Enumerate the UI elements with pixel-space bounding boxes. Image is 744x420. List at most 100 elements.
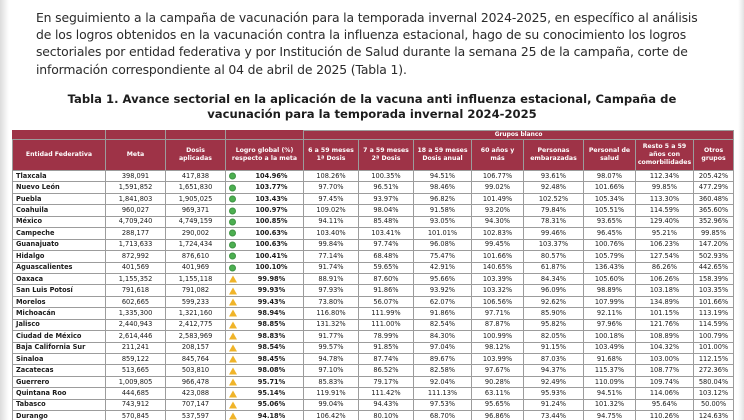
col-otros-grupos[interactable]: Otros grupos — [692, 139, 735, 172]
table-row[interactable]: Quintana Roo 444,685 423,088 95.14% 119.91% 1… — [12, 387, 735, 400]
cell-otros-grupos: 580.04% — [692, 375, 735, 389]
cell-meta: 1,335,300 — [105, 307, 166, 320]
cell-dosis-aplicadas: 2,583,969 — [165, 330, 226, 343]
table-row[interactable]: Tlaxcala 398,091 417,838 104.96% 108.26% 100.… — [12, 169, 735, 183]
status-warning-triangle-icon — [229, 321, 237, 329]
col-resto-5-59-comorbilidades-l1: Resto 5 a 59 años con — [642, 142, 687, 158]
table-row[interactable]: Jalisco 2,440,943 2,412,775 98.85% 131.32% 11… — [12, 318, 735, 332]
cell-60-anos-mas: 95.65% — [471, 398, 524, 412]
cell-60-anos-mas: 63.11% — [471, 387, 524, 400]
cell-18-59-meses-anual: 111.13% — [413, 387, 472, 400]
col-otros-grupos-l2: grupos — [701, 155, 726, 163]
cell-logro-value: 98.85% — [257, 320, 286, 329]
col-personal-de-salud[interactable]: Personal de salud — [583, 139, 636, 172]
col-60-anos-y-mas[interactable]: 60 años y más — [471, 139, 524, 172]
cell-7-59-meses-2a: 80.10% — [358, 410, 414, 420]
cell-otros-grupos: 147.20% — [692, 238, 735, 252]
table-row[interactable]: Coahuila 960,027 969,371 100.97% 109.02% 98.0… — [12, 204, 735, 217]
table-row[interactable]: Nuevo León 1,591,852 1,651,830 103.77% 97.70… — [12, 181, 735, 194]
cell-resto-comorbilidades: 127.54% — [635, 250, 694, 263]
col-dosis-aplicadas[interactable]: Dosis aplicadas — [165, 139, 226, 172]
cell-logro-value: 98.94% — [257, 308, 286, 317]
cell-6-59-meses-1a: 91.77% — [303, 330, 359, 343]
col-personal-de-salud-l1: Personal de — [588, 146, 631, 154]
col-entidad-federativa[interactable]: Entidad Federativa — [12, 139, 106, 172]
col-dosis-aplicadas-l2: aplicadas — [179, 155, 212, 163]
cell-personal-salud: 100.76% — [583, 238, 636, 252]
col-6-59-meses-1a-dosis-l2: 1ª Dosis — [316, 155, 346, 163]
table-row[interactable]: Morelos 602,665 599,233 99.43% 73.80% 56.07% 6… — [12, 295, 735, 309]
cell-7-59-meses-2a: 111.42% — [358, 387, 414, 400]
cell-meta: 570,845 — [105, 410, 166, 420]
table-row[interactable]: Michoacán 1,335,300 1,321,160 98.94% 116.80%… — [12, 307, 735, 320]
header-spacer-dosis — [165, 129, 226, 141]
cell-logro-value: 99.43% — [257, 297, 286, 306]
table-row[interactable]: Hidalgo 872,992 876,610 100.41% 77.14% 68.48%… — [12, 250, 735, 263]
cell-logro-global: 103.77% — [225, 181, 304, 194]
table-row[interactable]: Sinaloa 859,122 845,764 98.45% 94.78% 87.74% 8… — [12, 352, 735, 366]
col-18-59-meses-dosis-anual[interactable]: 18 a 59 meses Dosis anual — [413, 139, 472, 172]
col-personas-embarazadas[interactable]: Personas embarazadas — [523, 139, 584, 172]
table-row[interactable]: Baja California Sur 211,241 208,157 98.54% 9… — [12, 341, 735, 355]
cell-otros-grupos: 477.29% — [692, 181, 735, 194]
cell-18-59-meses-anual: 84.30% — [413, 330, 472, 343]
table-row[interactable]: Oaxaca 1,155,352 1,155,118 99.98% 88.91% 87.6… — [12, 272, 735, 286]
cell-otros-grupos: 50.00% — [692, 398, 735, 412]
cell-otros-grupos: 205.42% — [692, 169, 735, 183]
cell-meta: 401,569 — [105, 261, 166, 274]
cell-60-anos-mas: 97.71% — [471, 307, 524, 320]
cell-personal-salud: 92.11% — [583, 307, 636, 320]
table-row[interactable]: Guanajuato 1,713,633 1,724,434 100.63% 99.84… — [12, 238, 735, 252]
cell-logro-value: 100.85% — [255, 217, 288, 226]
cell-logro-global: 95.71% — [225, 375, 304, 389]
cell-personal-salud: 115.37% — [583, 364, 636, 377]
cell-6-59-meses-1a: 85.83% — [303, 375, 359, 389]
cell-7-59-meses-2a: 59.65% — [358, 261, 414, 274]
table-row[interactable]: México 4,709,240 4,749,159 100.85% 94.11% 85.… — [12, 215, 735, 229]
table-row[interactable]: Tabasco 743,912 707,147 95.06% 99.04% 94.43% 9… — [12, 398, 735, 412]
col-6-59-meses-1a-dosis[interactable]: 6 a 59 meses 1ª Dosis — [303, 139, 359, 172]
table-row[interactable]: Zacatecas 513,665 503,810 98.08% 97.10% 86.52… — [12, 364, 735, 377]
cell-entidad: Morelos — [12, 295, 106, 309]
cell-logro-value: 95.06% — [257, 400, 286, 409]
table-row[interactable]: Guerrero 1,009,805 966,478 95.71% 85.83% 79.1… — [12, 375, 735, 389]
cell-7-59-meses-2a: 96.51% — [358, 181, 414, 194]
table-row[interactable]: Campeche 288,177 290,002 100.63% 103.40% 103.… — [12, 227, 735, 240]
table-row[interactable]: Puebla 1,841,803 1,905,025 103.43% 97.45% 93.… — [12, 192, 735, 206]
col-meta[interactable]: Meta — [105, 139, 166, 172]
cell-meta: 398,091 — [105, 169, 166, 183]
cell-resto-comorbilidades: 114.06% — [635, 387, 694, 400]
cell-logro-value: 99.93% — [257, 286, 286, 295]
col-7-59-meses-2a-dosis[interactable]: 7 a 59 meses 2ª Dosis — [358, 139, 414, 172]
cell-dosis-aplicadas: 1,155,118 — [165, 272, 226, 286]
cell-resto-comorbilidades: 121.76% — [635, 318, 694, 332]
col-entidad-federativa-l1: Entidad Federativa — [25, 150, 93, 158]
status-warning-triangle-icon — [229, 298, 237, 306]
col-resto-5-59-comorbilidades[interactable]: Resto 5 a 59 años con comorbilidades — [635, 139, 694, 172]
cell-6-59-meses-1a: 97.93% — [303, 284, 359, 297]
cell-7-59-meses-2a: 87.60% — [358, 272, 414, 286]
cell-logro-value: 100.10% — [255, 263, 288, 272]
cell-meta: 743,912 — [105, 398, 166, 412]
table-row[interactable]: Ciudad de México 2,614,446 2,583,969 98.83%… — [12, 330, 735, 343]
table-row[interactable]: Aguascalientes 401,569 401,969 100.10% 91.74… — [12, 261, 735, 274]
cell-entidad: San Luis Potosí — [12, 284, 106, 297]
cell-entidad: Michoacán — [12, 307, 106, 320]
cell-entidad: Oaxaca — [12, 272, 106, 286]
cell-logro-value: 98.83% — [257, 331, 286, 340]
table-row[interactable]: San Luis Potosí 791,618 791,082 99.93% 97.93… — [12, 284, 735, 297]
cell-7-59-meses-2a: 111.00% — [358, 318, 414, 332]
table-row[interactable]: Durango 570,845 537,597 94.18% 106.42% 80.10%… — [12, 410, 735, 420]
cell-logro-value: 95.71% — [257, 377, 286, 386]
cell-meta: 1,841,803 — [105, 192, 166, 206]
cell-7-59-meses-2a: 103.41% — [358, 227, 414, 240]
cell-6-59-meses-1a: 131.32% — [303, 318, 359, 332]
cell-dosis-aplicadas: 599,233 — [165, 295, 226, 309]
col-logro-global[interactable]: Logro global (%) respecto a la meta — [225, 139, 304, 172]
cell-6-59-meses-1a: 109.02% — [303, 204, 359, 217]
cell-7-59-meses-2a: 85.48% — [358, 215, 414, 229]
cell-personas-embarazadas: 102.52% — [523, 192, 584, 206]
cell-dosis-aplicadas: 417,838 — [165, 169, 226, 183]
col-60-anos-y-mas-l2: más — [490, 155, 505, 163]
cell-resto-comorbilidades: 95.64% — [635, 398, 694, 412]
